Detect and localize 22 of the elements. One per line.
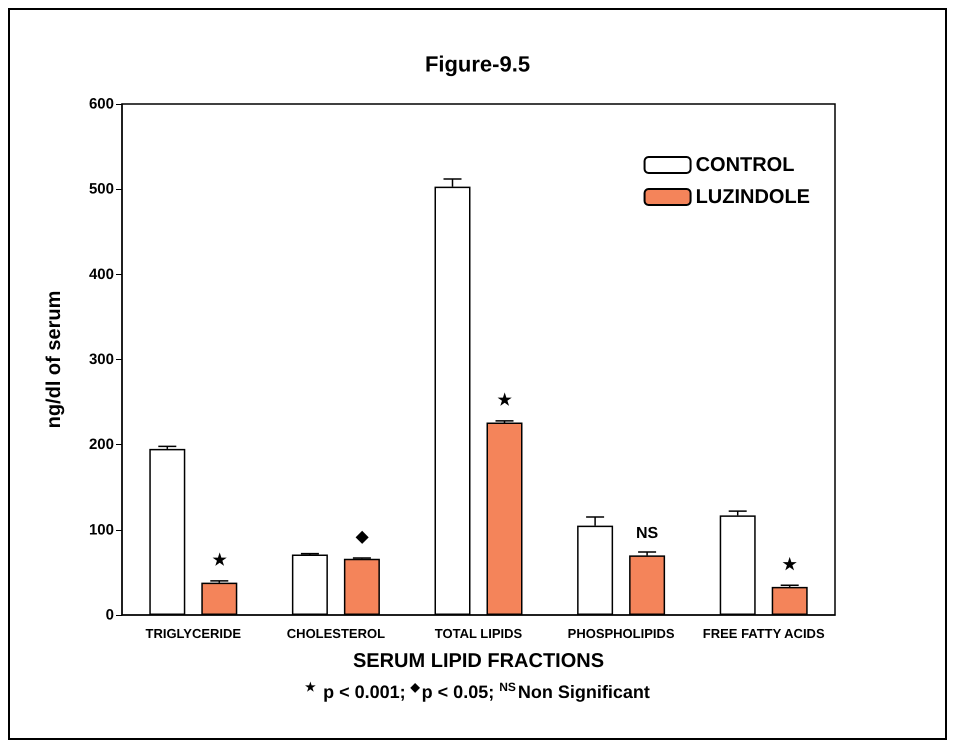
- x-tick-label: TRIGLYCERIDE: [146, 626, 242, 641]
- x-tick-label: FREE FATTY ACIDS: [702, 626, 825, 641]
- chart-title: Figure-9.5: [424, 52, 530, 76]
- y-axis-title: ng/dl of serum: [43, 290, 65, 428]
- y-tick-label: 600: [88, 96, 114, 112]
- data-label: ★: [212, 552, 228, 570]
- x-axis-title: SERUM LIPID FRACTIONS: [352, 650, 604, 672]
- x-tick-label: CHOLESTEROL: [286, 626, 386, 641]
- data-label: ★: [782, 556, 798, 574]
- y-tick-label: 0: [106, 606, 114, 624]
- y-tick-label: 200: [88, 436, 114, 454]
- x-tick-label: PHOSPHOLIPIDS: [568, 626, 675, 641]
- y-tick-label: 100: [88, 521, 114, 538]
- y-tick-label: 500: [88, 180, 114, 198]
- data-label: NS: [636, 524, 659, 542]
- y-tick-label: 300: [88, 351, 114, 368]
- y-tick-label: 400: [88, 266, 114, 283]
- data-label: ★: [498, 392, 512, 410]
- x-tick-label: TOTAL LIPIDS: [434, 626, 523, 641]
- data-label: ◆: [354, 528, 369, 546]
- legend-label: CONTROL: [696, 154, 794, 176]
- legend-label: LUZINDOLE: [696, 186, 810, 208]
